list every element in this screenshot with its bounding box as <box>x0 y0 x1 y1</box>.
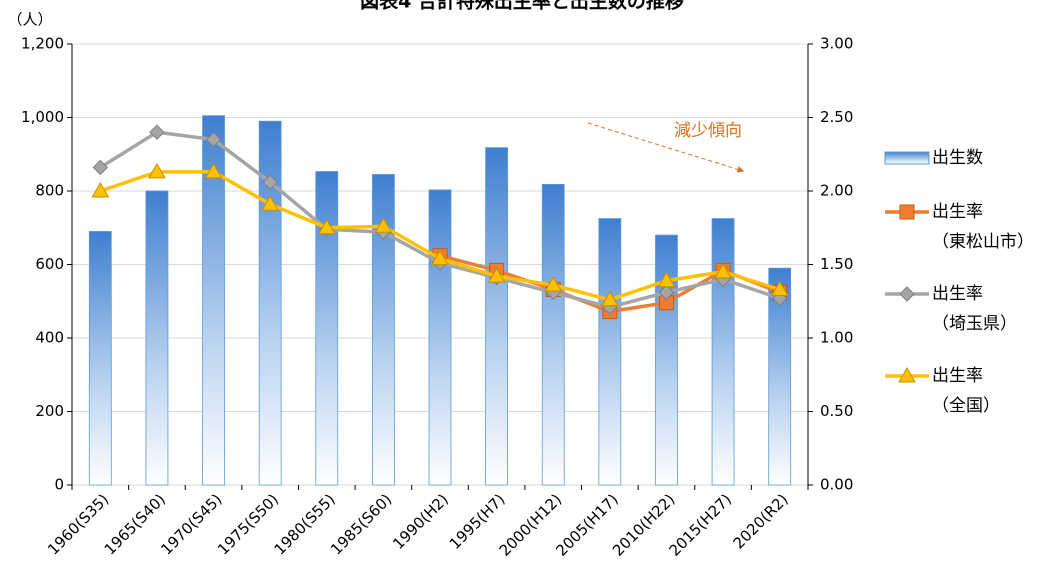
bar <box>485 147 509 486</box>
marker <box>898 366 916 383</box>
y2-tick-label: 0.00 <box>820 476 853 494</box>
marker <box>261 195 280 211</box>
marker <box>149 124 165 140</box>
bar <box>371 174 395 486</box>
marker <box>770 280 789 296</box>
y2-tick-label: 1.00 <box>820 329 853 347</box>
y-tick-label: 800 <box>35 182 64 200</box>
bar <box>711 218 735 486</box>
y2-tick-label: 0.50 <box>820 402 853 420</box>
marker <box>899 204 915 220</box>
y-tick-label: 400 <box>35 329 64 347</box>
marker <box>657 271 676 288</box>
bar <box>258 120 282 486</box>
bar <box>598 218 622 486</box>
marker <box>658 284 675 301</box>
legend-label: 出生数 <box>932 148 983 168</box>
legend-label: 出生率 （埼玉県） <box>932 284 1017 334</box>
bar <box>541 183 565 486</box>
bar <box>145 190 169 486</box>
marker <box>205 131 222 148</box>
marker <box>148 162 166 179</box>
y-tick-label: 1,200 <box>21 35 64 53</box>
y2-tick-label: 3.00 <box>820 35 853 53</box>
marker <box>262 174 278 190</box>
marker <box>600 290 619 307</box>
chart-title: 図表4 合計特殊出生率と出生数の推移 <box>360 0 684 13</box>
marker <box>204 162 223 179</box>
legend-label: 出生率 （東松山市） <box>932 202 1034 252</box>
marker <box>92 159 109 176</box>
bar <box>202 115 225 486</box>
y2-tick-label: 2.50 <box>820 108 853 126</box>
bar <box>428 189 452 486</box>
y-tick-label: 200 <box>35 402 64 420</box>
y-tick-label: 0 <box>54 476 64 494</box>
x-tick-label: 1985(S60) <box>327 490 395 558</box>
trend-arrow <box>587 122 745 173</box>
marker <box>431 249 449 266</box>
legend-label: 出生率 （全国） <box>932 366 1000 416</box>
marker <box>374 217 393 233</box>
y2-tick-label: 2.00 <box>820 182 853 200</box>
y-axis-unit: （人） <box>7 11 52 29</box>
marker <box>714 262 732 279</box>
y-tick-label: 600 <box>35 255 64 273</box>
annotation: 減少傾向 <box>674 121 742 141</box>
bar <box>768 267 792 486</box>
marker <box>899 286 915 302</box>
y-tick-label: 1,000 <box>21 108 64 126</box>
y2-tick-label: 1.50 <box>820 255 853 273</box>
bar <box>315 171 339 486</box>
marker <box>317 218 336 235</box>
x-tick-label: 1990(H2) <box>389 490 452 553</box>
x-tick-label: 2020(R2) <box>730 490 792 552</box>
legend-swatch <box>884 151 930 165</box>
marker <box>544 276 563 292</box>
bar <box>88 231 112 486</box>
marker <box>91 181 110 198</box>
marker <box>487 267 506 283</box>
